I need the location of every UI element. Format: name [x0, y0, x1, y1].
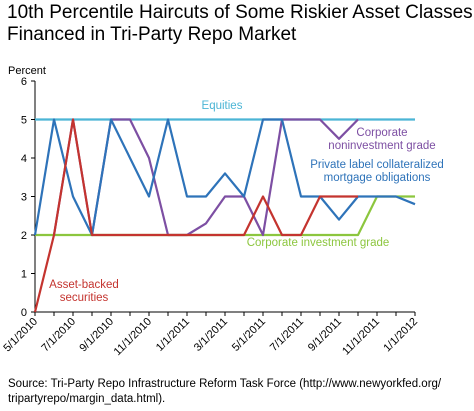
series-label-corporate_nonivestment: Corporate [356, 127, 407, 139]
x-tick-label: 5/1/2010 [1, 316, 40, 355]
x-tick-label: 7/1/2011 [268, 316, 306, 354]
y-tick-label: 6 [21, 76, 27, 88]
series-line-corporate_nonivestment [54, 120, 358, 236]
y-tick-label: 3 [21, 192, 27, 204]
x-tick-label: 9/1/2011 [306, 316, 344, 354]
series-label-equities: Equities [202, 100, 243, 112]
source-note: Source: Tri-Party Repo Infrastructure Re… [8, 377, 470, 407]
x-tick-label: 1/1/2011 [154, 316, 192, 354]
source-line-1: Source: Tri-Party Repo Infrastructure Re… [8, 377, 470, 392]
y-tick-label: 1 [21, 269, 27, 281]
x-tick-label: 11/1/2011 [340, 316, 382, 358]
series-label-private_label: Private label collateralized [310, 159, 444, 171]
series-label-corporate_investment: Corporate investment grade [247, 237, 390, 249]
source-line-2: tripartyrepo/margin_data.html). [8, 392, 470, 407]
x-tick-label: 7/1/2010 [39, 316, 78, 355]
series-label-private_label: mortgage obligations [324, 172, 431, 184]
series-label-asset_backed: securities [60, 292, 109, 304]
x-tick-label: 1/1/2012 [381, 316, 420, 355]
x-tick-label: 5/1/2011 [230, 316, 268, 354]
y-tick-label: 4 [21, 153, 27, 165]
x-tick-label: 11/1/2010 [112, 316, 155, 359]
x-tick-label: 9/1/2010 [77, 316, 116, 355]
y-tick-label: 0 [21, 307, 27, 319]
y-tick-label: 5 [21, 115, 27, 127]
x-tick-label: 3/1/2011 [192, 316, 230, 354]
y-tick-label: 2 [21, 230, 27, 242]
series-label-corporate_nonivestment: noninvestment grade [328, 140, 435, 152]
series-label-asset_backed: Asset-backed [49, 279, 119, 291]
y-ticks-group: 0 1 2 3 4 5 6 [21, 76, 35, 319]
